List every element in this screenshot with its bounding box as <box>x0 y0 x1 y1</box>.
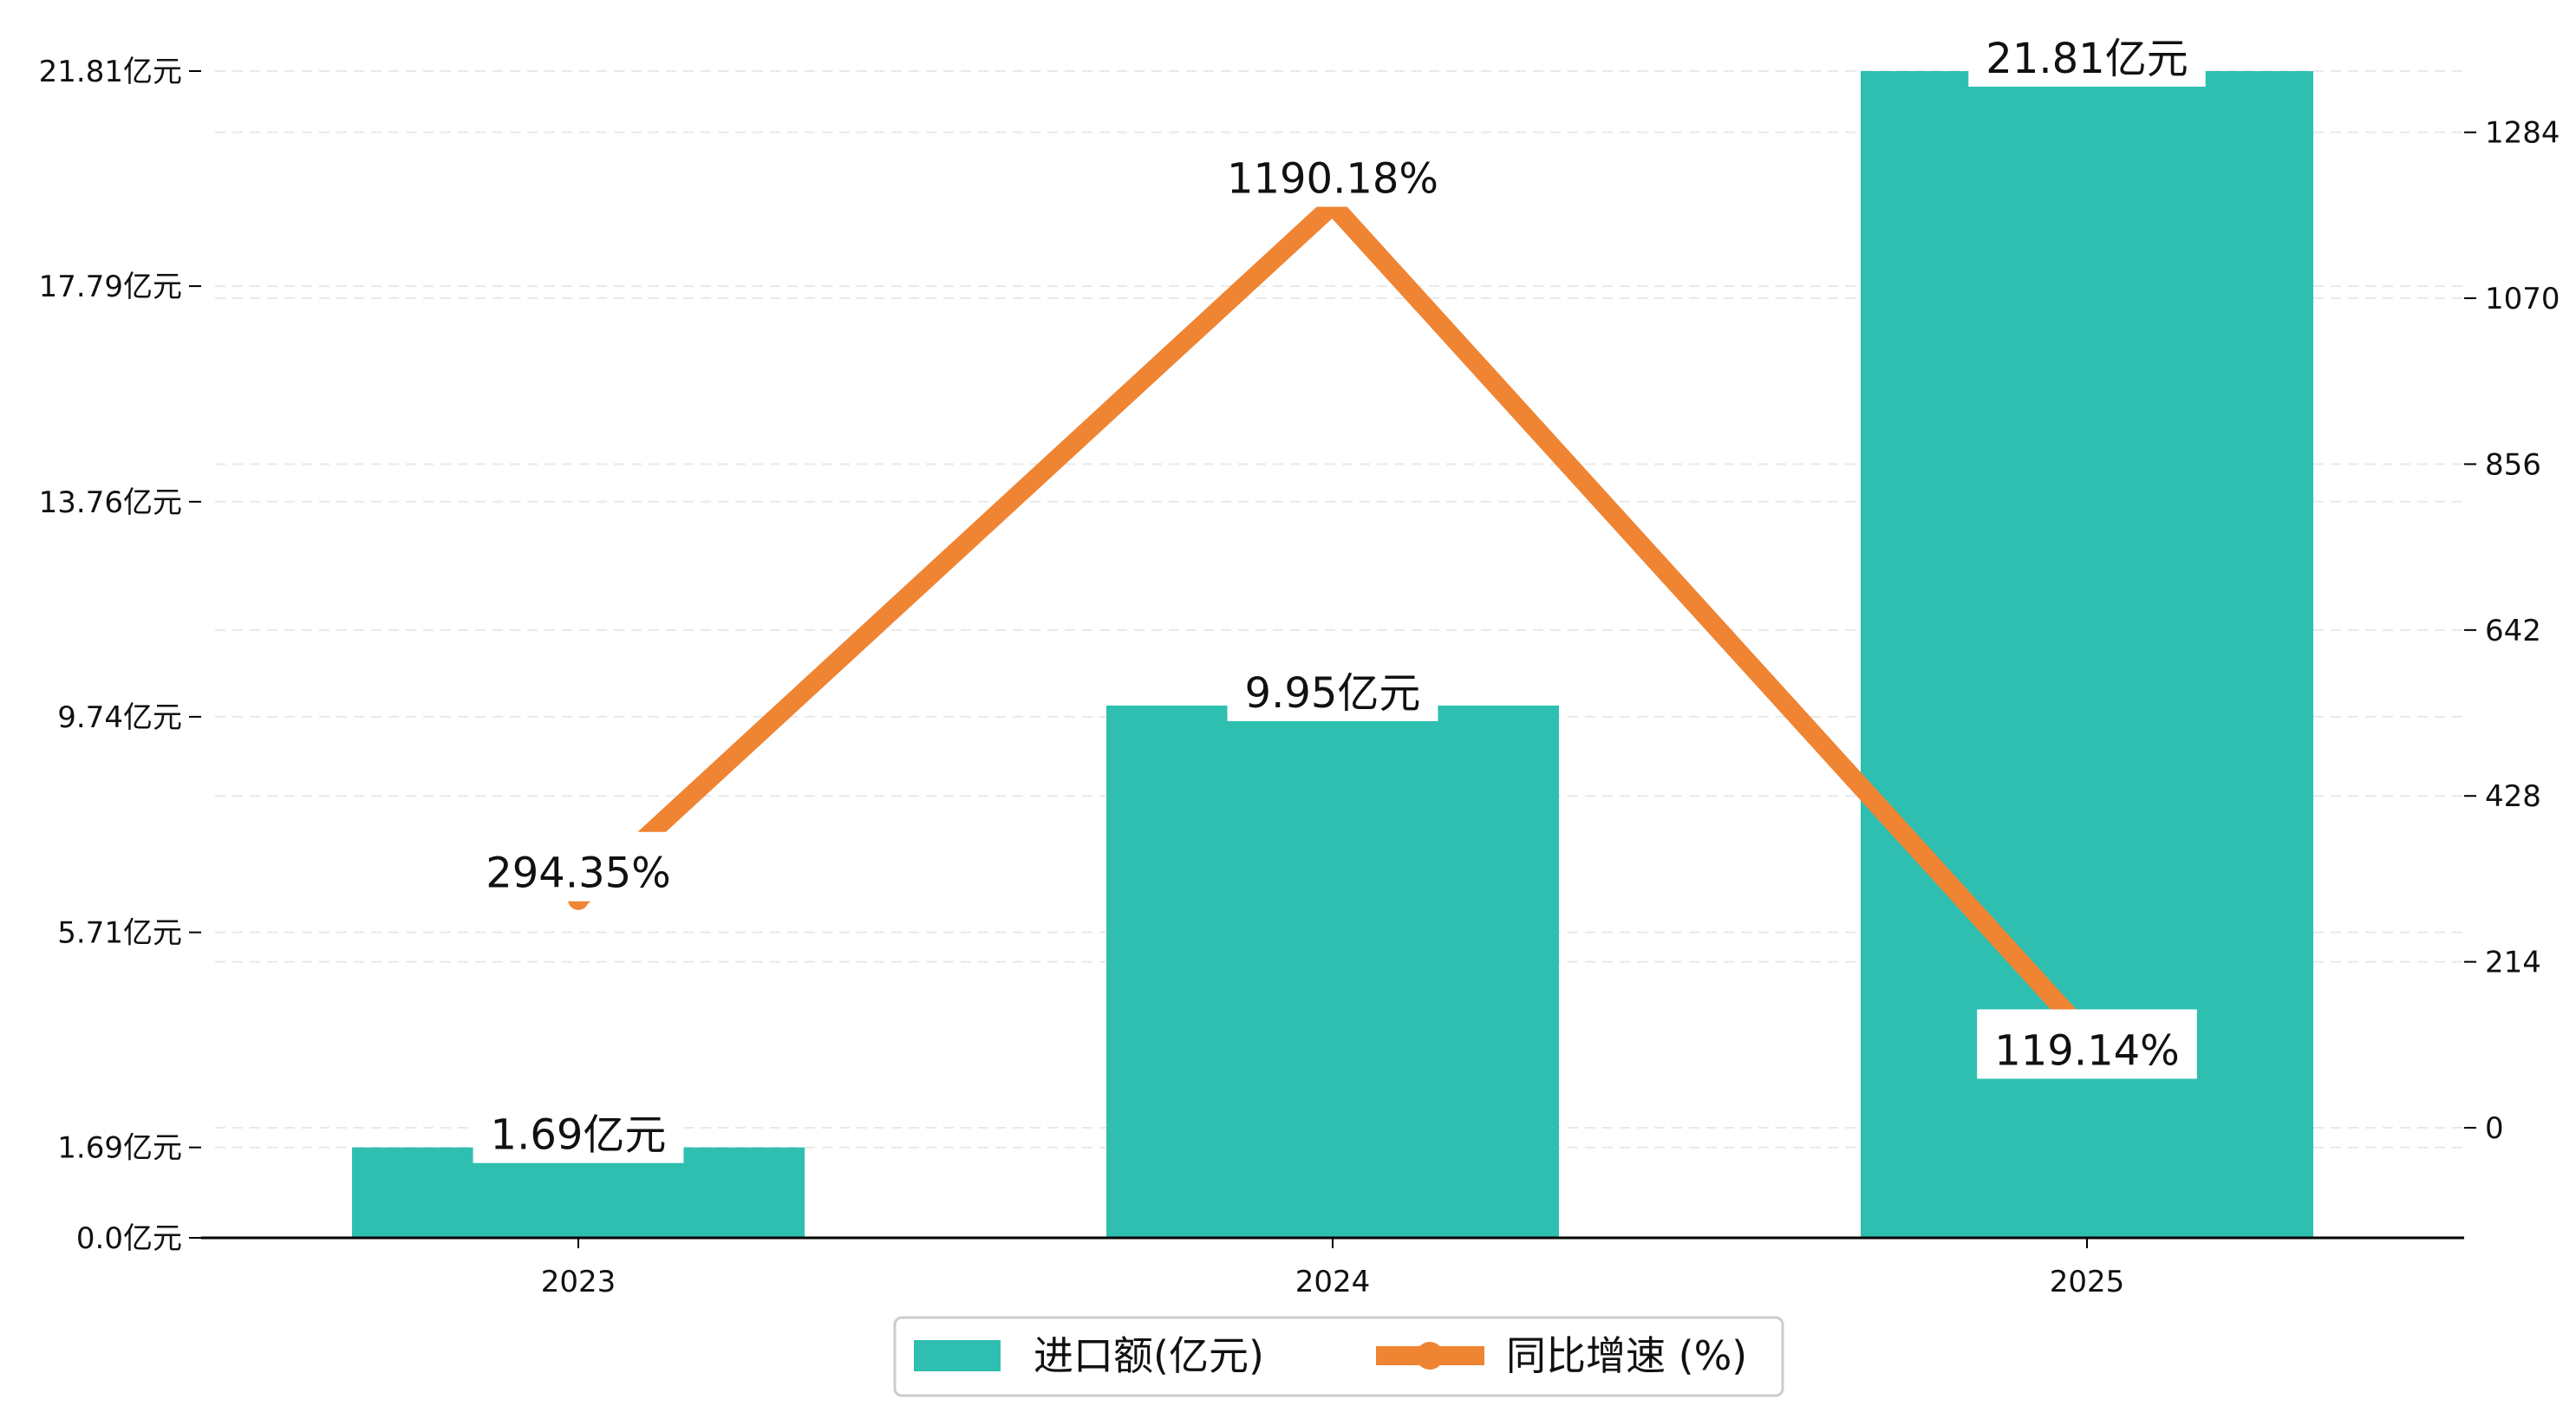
legend-swatch-marker <box>1416 1342 1444 1370</box>
line-value-label-box <box>1209 137 1457 207</box>
bar-value-label-box <box>1227 651 1438 721</box>
line-value-label: 119.14% <box>1994 1026 2180 1075</box>
left-tick-label: 13.76亿元 <box>39 485 182 520</box>
right-tick-label: 1070 <box>2485 282 2560 316</box>
x-tick-label: 2023 <box>541 1265 616 1299</box>
legend-swatch-bar <box>914 1340 1001 1371</box>
bar-value-label-box <box>473 1093 684 1163</box>
bar-value-label-box <box>1968 17 2206 87</box>
right-tick-label: 0 <box>2485 1111 2504 1146</box>
legend-box <box>893 1316 1784 1397</box>
left-tick-label: 5.71亿元 <box>57 916 182 951</box>
left-tick-label: 0.0亿元 <box>76 1221 182 1256</box>
legend: 进口额(亿元) 同比增速 (%) <box>893 1316 1784 1397</box>
bar-value-label: 1.69亿元 <box>491 1111 667 1160</box>
data-labels: 1.69亿元 9.95亿元 21.81亿元 294.35% 1190.18% 119.14… <box>468 17 2206 1163</box>
right-tick-label: 428 <box>2485 779 2541 814</box>
line-value-label-group: 119.14% <box>1977 1009 2197 1079</box>
line-value-label-box <box>468 831 688 902</box>
x-tick-label: 2024 <box>1295 1265 1371 1299</box>
right-tick-label: 642 <box>2485 614 2541 648</box>
bar-value-label-group: 1.69亿元 <box>473 1093 684 1163</box>
line-value-label-group: 294.35% <box>468 831 688 902</box>
bar-2024 <box>1106 705 1559 1238</box>
left-tick-label: 1.69亿元 <box>57 1131 182 1166</box>
line-value-label: 294.35% <box>486 849 671 898</box>
x-tick-label: 2025 <box>2050 1265 2125 1299</box>
bar-value-label-group: 21.81亿元 <box>1968 17 2206 87</box>
axes: 2023 2024 2025 0.0亿元 1.69亿元 5.71亿元 9.74亿元 13.76… <box>39 55 2560 1299</box>
bar-value-label-group: 9.95亿元 <box>1227 651 1438 721</box>
line-value-label-group: 1190.18% <box>1209 137 1457 207</box>
right-tick-label: 856 <box>2485 447 2541 482</box>
legend-label-line: 同比增速 (%) <box>1506 1332 1747 1379</box>
line-value-label: 1190.18% <box>1227 155 1438 204</box>
bar-value-label: 9.95亿元 <box>1245 669 1421 718</box>
legend-label-bar: 进口额(亿元) <box>1034 1332 1264 1379</box>
right-tick-label: 214 <box>2485 946 2541 980</box>
left-tick-label: 21.81亿元 <box>39 55 182 89</box>
left-tick-label: 9.74亿元 <box>57 700 182 735</box>
line-value-label-box <box>1977 1009 2197 1079</box>
bar-value-label: 21.81亿元 <box>1986 35 2188 83</box>
right-tick-label: 1284 <box>2485 116 2560 151</box>
left-tick-label: 17.79亿元 <box>39 270 182 304</box>
